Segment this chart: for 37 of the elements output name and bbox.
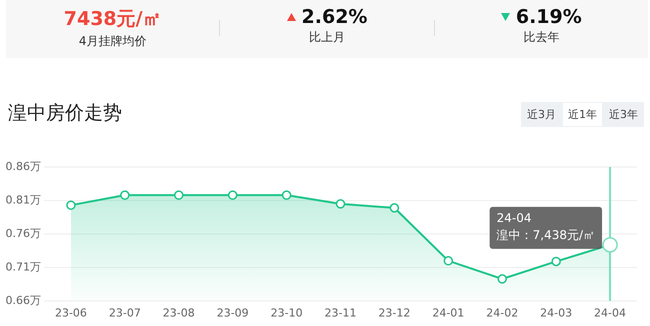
point [228, 190, 238, 200]
x-tick-label: 23-11 [324, 306, 356, 320]
x-tick-label: 23-07 [108, 306, 141, 320]
text: 比上月 [308, 29, 346, 46]
point [390, 203, 400, 213]
point [551, 256, 561, 266]
text: 比去年 [522, 29, 560, 46]
point [174, 190, 184, 200]
point [444, 256, 454, 266]
annotation: 24-04 湟中：7,438元/㎡ [496, 210, 596, 242]
x-tick-label: 23-06 [54, 306, 87, 320]
x-tick-label: 23-09 [216, 306, 249, 320]
point [336, 199, 346, 209]
x-tick-label: 23-10 [270, 306, 303, 320]
text: 4月挂牌均价 [78, 33, 148, 50]
y-tick-label: 0.71万 [6, 260, 41, 274]
x-tick-label: 24-04 [594, 306, 626, 320]
y-tick-label: 0.81万 [6, 193, 41, 206]
text: 6.19% [516, 6, 582, 28]
y-tick-label: 0.86万 [6, 160, 41, 173]
text: 2.62% [302, 6, 368, 28]
chart-title: 湟中房价走势 [8, 101, 122, 126]
x-tick-label: 23-08 [162, 306, 195, 320]
point [497, 274, 507, 284]
point [66, 200, 76, 210]
y-tick-label: 0.66万 [6, 294, 41, 307]
x-tick-label: 23-12 [378, 306, 410, 320]
y-tick-label: 0.76万 [6, 226, 41, 240]
point [282, 190, 292, 200]
x-tick-label: 24-01 [432, 306, 464, 320]
x-tick-label: 24-02 [486, 306, 518, 320]
text: 近3月 [521, 102, 562, 127]
text: 近1年 [562, 102, 603, 127]
text: 7438元/㎡ [64, 8, 162, 30]
x-tick-label: 24-03 [540, 306, 572, 320]
text: 近3年 [603, 102, 644, 127]
point [120, 190, 130, 200]
